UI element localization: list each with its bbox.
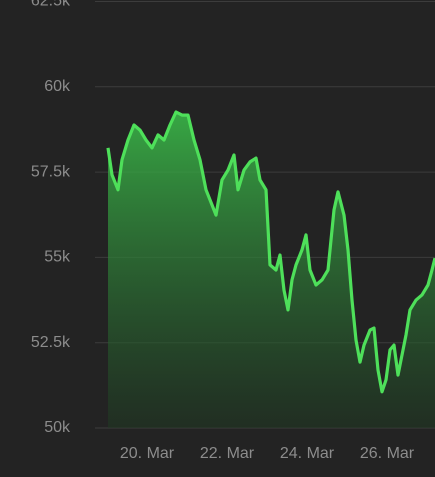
y-tick-label: 62.5k [31,0,71,10]
y-tick-label: 55k [44,249,71,266]
y-tick-label: 57.5k [31,163,71,180]
y-tick-label: 50k [44,419,71,436]
x-tick-label: 24. Mar [280,445,335,462]
x-tick-label: 22. Mar [200,445,255,462]
x-tick-label: 20. Mar [120,445,175,462]
y-tick-label: 60k [44,78,71,95]
y-tick-label: 52.5k [31,334,71,351]
area [108,112,435,428]
line [106,110,435,394]
x-tick-label: 26. Mar [360,445,415,462]
